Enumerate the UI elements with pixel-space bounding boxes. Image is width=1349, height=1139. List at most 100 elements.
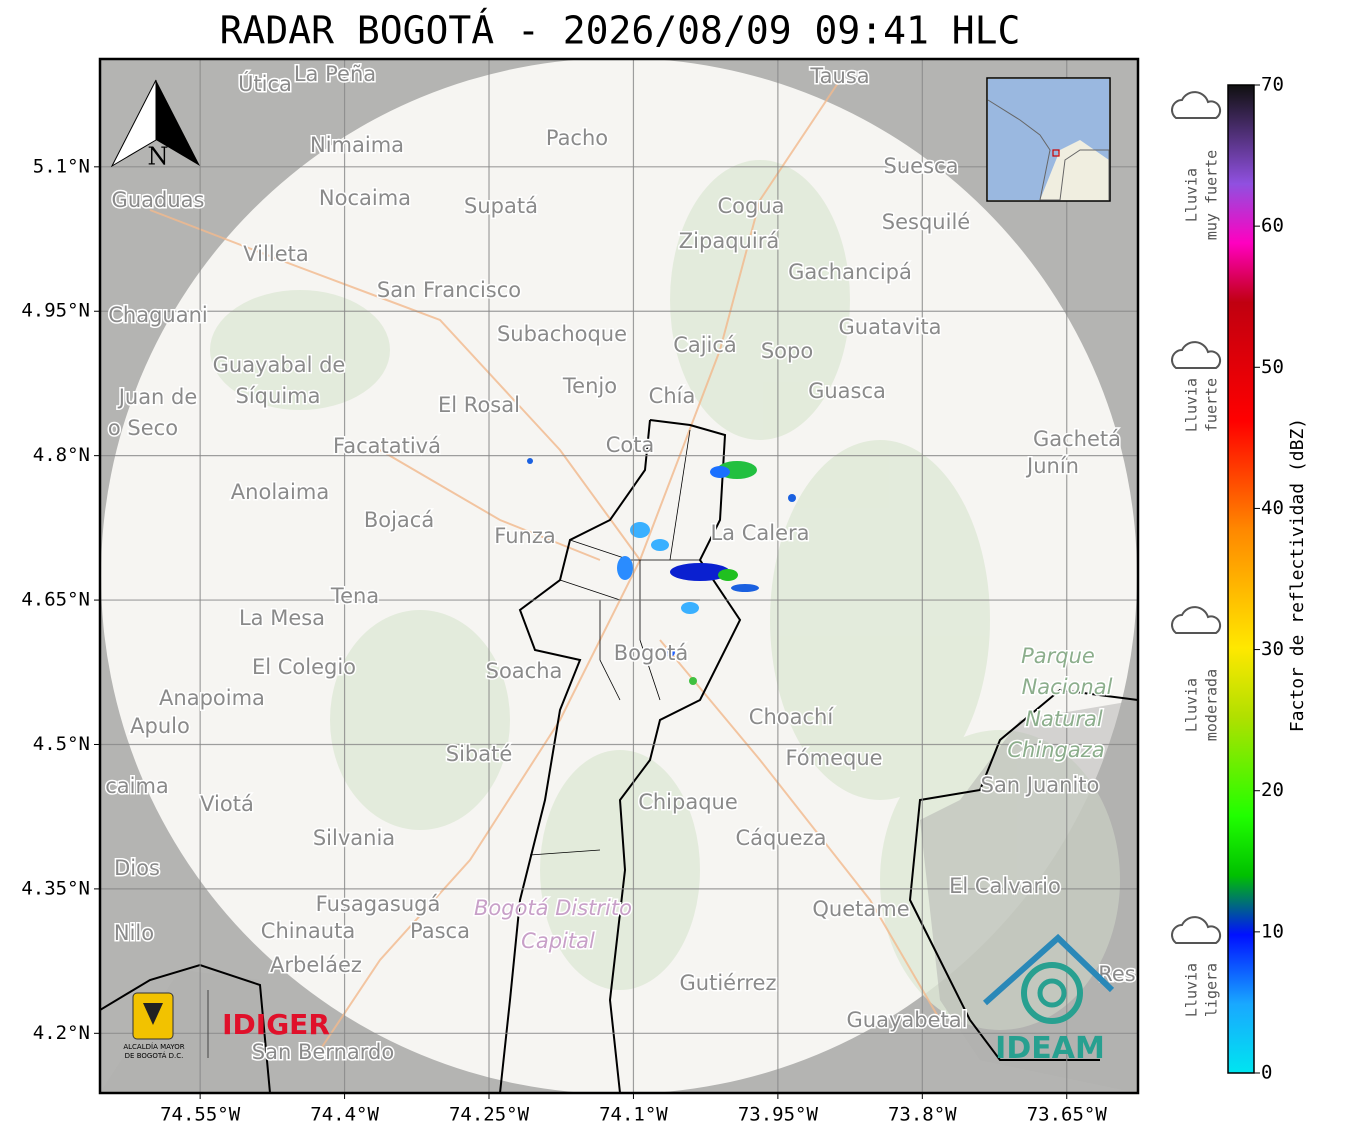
x-tick-label: 73.95°W xyxy=(738,1104,819,1126)
rain-legend-label: Lluvia xyxy=(1183,378,1201,432)
x-tick-label: 74.25°W xyxy=(449,1104,530,1126)
place-name: El Colegio xyxy=(252,655,356,679)
place-name: Junín xyxy=(1025,454,1079,478)
place-name: San Juanito xyxy=(981,773,1100,797)
place-name: Gutiérrez xyxy=(680,971,777,995)
park-name: Nacional xyxy=(1022,675,1113,699)
title: RADAR BOGOTÁ - 2026/08/09 09:41 HLC xyxy=(220,9,1021,53)
place-name: Res xyxy=(1098,962,1136,986)
colorbar-tick-label: 70 xyxy=(1261,74,1284,96)
place-name: Apulo xyxy=(130,714,190,738)
y-tick-label: 4.2°N xyxy=(33,1022,90,1044)
rain-legend-label: muy fuerte xyxy=(1203,150,1221,240)
place-name: El Rosal xyxy=(438,393,520,417)
alcaldia-logo: ALCALDÍA MAYOR DE BOGOTÁ D.C. IDIGER xyxy=(123,990,330,1060)
place-name: Nocaima xyxy=(319,186,411,210)
place-name: Dios xyxy=(114,856,160,880)
place-name: Bojacá xyxy=(364,508,434,532)
place-name: Arbeláez xyxy=(270,953,362,977)
place-name: Pasca xyxy=(410,919,470,943)
north-label: N xyxy=(148,143,169,171)
place-name: o Seco xyxy=(108,416,178,440)
colorbar-tick-label: 0 xyxy=(1261,1062,1272,1084)
rain-icon xyxy=(1171,606,1222,634)
place-name: San Bernardo xyxy=(252,1040,394,1064)
colorbar-tick-label: 50 xyxy=(1261,356,1284,378)
idiger-logo: IDIGER xyxy=(222,1008,330,1041)
outer-region xyxy=(100,700,1138,1093)
place-name: Sopo xyxy=(761,339,813,363)
place-name: Soacha xyxy=(486,659,563,683)
place-name: Quetame xyxy=(812,897,909,921)
rain-icon xyxy=(1171,916,1222,944)
place-name: Tenjo xyxy=(562,374,617,398)
x-tick-label: 73.8°W xyxy=(888,1104,957,1126)
place-name: Gachancipá xyxy=(788,260,912,284)
inset-map xyxy=(986,77,1111,202)
place-name: Sibaté xyxy=(446,742,513,766)
rain-legend-item: Lluvia fuerte xyxy=(1171,341,1222,432)
rain-icon xyxy=(1171,91,1222,119)
place-name: Guatavita xyxy=(839,315,942,339)
place-name: Chía xyxy=(649,384,696,408)
place-name: Cogua xyxy=(717,194,784,218)
place-name: La Calera xyxy=(710,521,809,545)
map: Útica La Peña Tausa Pacho Nimaima Guaduas Noca… xyxy=(100,59,1138,1093)
place-name: caima xyxy=(105,774,169,798)
place-name: Tausa xyxy=(809,64,869,88)
place-name: Guaduas xyxy=(112,188,205,212)
rain-legend-label: fuerte xyxy=(1203,378,1221,432)
y-tick-label: 4.95°N xyxy=(21,300,90,322)
colorbar-tick-label: 10 xyxy=(1261,920,1284,942)
place-name: Bogotá xyxy=(614,641,689,665)
place-name: Síquima xyxy=(236,384,321,408)
x-tick-label: 73.65°W xyxy=(1027,1104,1108,1126)
alcaldia-line: DE BOGOTÁ D.C. xyxy=(125,1051,184,1060)
place-name: La Peña xyxy=(294,62,376,86)
district-name: Bogotá Distrito xyxy=(474,896,632,920)
y-tick-label: 4.5°N xyxy=(33,733,90,755)
place-name: Zipaquirá xyxy=(679,229,779,253)
park-name: Natural xyxy=(1025,707,1103,731)
place-name: Chipaque xyxy=(638,790,738,814)
district-name: Capital xyxy=(521,929,595,953)
colorbar-tick-label: 40 xyxy=(1261,497,1284,519)
rain-legend-item: Lluvia moderada xyxy=(1171,606,1222,741)
place-name: Guayabal de xyxy=(213,353,346,377)
y-tick-label: 4.65°N xyxy=(21,589,90,611)
place-name: Guasca xyxy=(808,379,886,403)
rain-legend-label: Lluvia xyxy=(1183,963,1201,1017)
place-name: Choachí xyxy=(749,705,835,729)
place-name: Nilo xyxy=(114,921,154,945)
colorbar-tick-label: 30 xyxy=(1261,638,1284,660)
place-name: Facatativá xyxy=(333,434,441,458)
place-name: La Mesa xyxy=(239,606,325,630)
colorbar-label: Factor de reflectividad (dBZ) xyxy=(1287,418,1308,732)
x-tick-label: 74.1°W xyxy=(599,1104,668,1126)
place-name: Fómeque xyxy=(785,746,882,770)
rain-legend-label: moderada xyxy=(1203,669,1221,741)
place-name: Anolaima xyxy=(231,480,329,504)
y-tick-label: 4.35°N xyxy=(21,877,90,899)
place-name: El Calvario xyxy=(949,874,1061,898)
place-name: Juan de xyxy=(117,385,198,409)
rain-legend-item: Lluvia ligera xyxy=(1171,916,1222,1017)
place-name: Supatá xyxy=(464,194,538,218)
place-name: Cajicá xyxy=(673,333,737,357)
place-name: Pacho xyxy=(546,126,608,150)
x-tick-label: 74.55°W xyxy=(160,1104,241,1126)
map-frame xyxy=(98,57,1140,1095)
y-tick-label: 4.8°N xyxy=(33,444,90,466)
place-name: Tena xyxy=(330,584,379,608)
colorbar xyxy=(1227,84,1255,1074)
rain-legend-item: Lluvia muy fuerte xyxy=(1171,91,1222,240)
place-name: Sesquilé xyxy=(882,210,970,234)
alcaldia-line: ALCALDÍA MAYOR xyxy=(123,1042,184,1051)
place-name: Silvania xyxy=(313,826,395,850)
colorbar-tick-label: 20 xyxy=(1261,779,1284,801)
y-tick-label: 5.1°N xyxy=(33,155,90,177)
place-name: Subachoque xyxy=(497,322,627,346)
place-name: Útica xyxy=(238,71,292,96)
place-name: Chinauta xyxy=(261,919,355,943)
rain-icon xyxy=(1171,341,1222,369)
